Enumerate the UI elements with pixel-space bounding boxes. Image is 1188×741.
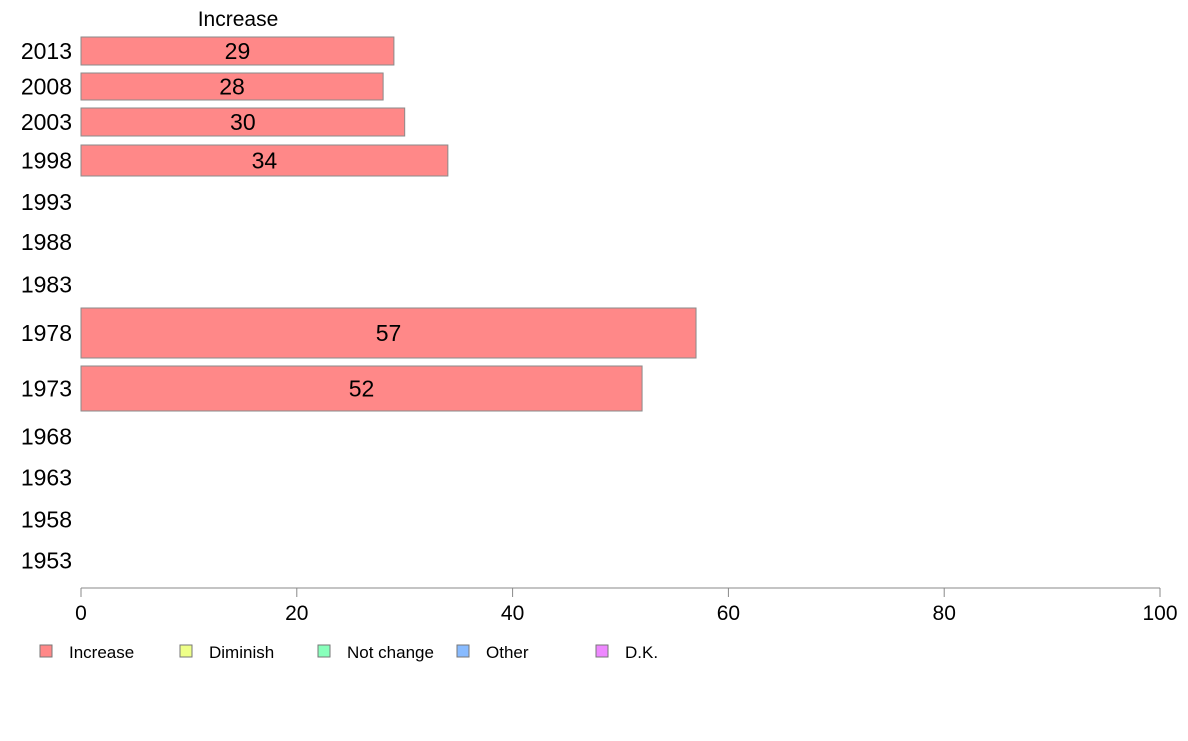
legend-swatch-increase bbox=[39, 644, 53, 658]
bar-1978 bbox=[80, 307, 697, 359]
legend-label-other: Other bbox=[486, 643, 529, 662]
category-label-1963: 1963 bbox=[21, 465, 72, 491]
data-label-1978: 57 bbox=[376, 320, 402, 346]
legend: Increase Diminish Not change Other D.K. bbox=[39, 643, 658, 662]
legend-swatch-not-change bbox=[317, 644, 331, 658]
category-labels: 2013 2008 2003 1998 1993 1988 1983 1978 1973 1968… bbox=[21, 38, 72, 574]
data-label-2008: 28 bbox=[219, 74, 245, 100]
data-label-2013: 29 bbox=[225, 38, 251, 64]
category-label-2013: 2013 bbox=[21, 38, 72, 64]
x-axis: 0 20 40 60 80 100 bbox=[75, 587, 1178, 625]
category-label-2003: 2003 bbox=[21, 109, 72, 135]
x-tick-label-40: 40 bbox=[501, 602, 524, 625]
category-label-1968: 1968 bbox=[21, 424, 72, 450]
data-label-1998: 34 bbox=[252, 148, 278, 174]
legend-label-d-k: D.K. bbox=[625, 643, 658, 662]
category-label-1973: 1973 bbox=[21, 376, 72, 402]
category-label-1993: 1993 bbox=[21, 189, 72, 215]
x-tick-label-60: 60 bbox=[717, 602, 740, 625]
legend-swatch-diminish bbox=[179, 644, 193, 658]
x-tick-label-100: 100 bbox=[1142, 602, 1177, 625]
category-label-1958: 1958 bbox=[21, 507, 72, 533]
bars-layer: 29 28 30 34 57 52 bbox=[80, 36, 697, 412]
category-label-1988: 1988 bbox=[21, 229, 72, 255]
bar-2003 bbox=[80, 107, 406, 137]
bar-2008 bbox=[80, 72, 384, 101]
category-label-1978: 1978 bbox=[21, 320, 72, 346]
legend-swatch-other bbox=[456, 644, 470, 658]
category-label-1998: 1998 bbox=[21, 148, 72, 174]
category-label-1953: 1953 bbox=[21, 548, 72, 574]
data-label-1973: 52 bbox=[349, 376, 375, 402]
legend-label-diminish: Diminish bbox=[209, 643, 274, 662]
legend-label-increase: Increase bbox=[69, 643, 134, 662]
category-label-1983: 1983 bbox=[21, 272, 72, 298]
bar-1973 bbox=[80, 365, 643, 412]
x-tick-label-80: 80 bbox=[933, 602, 956, 625]
bar-2013 bbox=[80, 36, 395, 66]
category-label-2008: 2008 bbox=[21, 74, 72, 100]
x-tick-label-20: 20 bbox=[285, 602, 308, 625]
data-label-2003: 30 bbox=[230, 109, 256, 135]
legend-swatch-d-k bbox=[595, 644, 609, 658]
bar-1998 bbox=[80, 144, 449, 177]
x-tick-label-0: 0 bbox=[75, 602, 87, 625]
chart-title: Increase bbox=[198, 8, 279, 31]
legend-label-not-change: Not change bbox=[347, 643, 434, 662]
